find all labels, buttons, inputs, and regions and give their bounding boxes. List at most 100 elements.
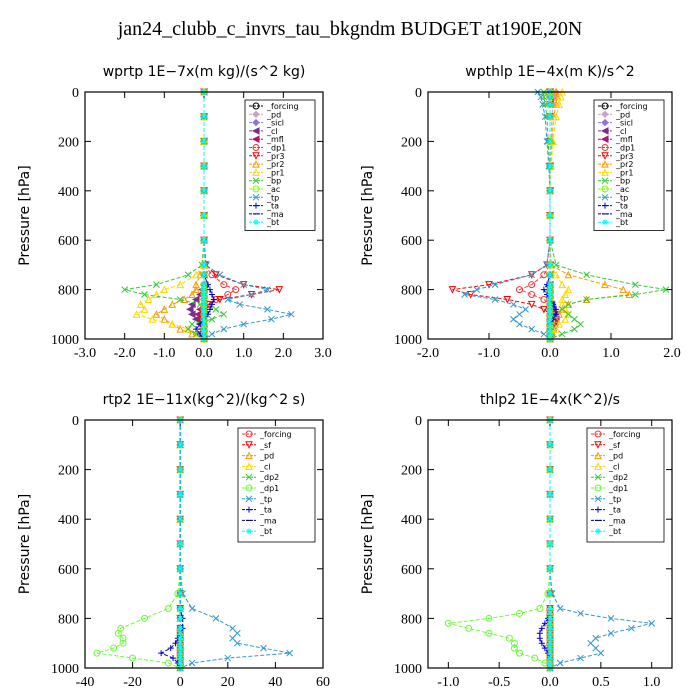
data-point (564, 270, 573, 279)
data-point (547, 466, 553, 473)
legend-marker (600, 127, 609, 135)
data-point (148, 315, 157, 323)
plot-frame (84, 419, 324, 669)
data-point (233, 639, 241, 647)
data-point (177, 625, 184, 632)
y-tick-label: 0 (72, 414, 79, 429)
figure-title: jan24_clubb_c_invrs_tau_bkgndm BUDGET at… (117, 18, 583, 40)
y-tick-label: 800 (401, 284, 422, 299)
data-point (208, 291, 215, 298)
legend-marker (253, 219, 259, 226)
y-tick-label: 1000 (394, 662, 422, 677)
data-point (547, 163, 553, 170)
data-point (485, 629, 493, 637)
y-tick-label: 0 (415, 414, 422, 429)
legend-label: _bp (615, 177, 630, 186)
legend-marker (594, 451, 602, 460)
legend-label: _dp1 (266, 144, 286, 153)
data-point (177, 565, 184, 572)
y-tick-label: 1000 (51, 333, 79, 348)
data-point (177, 541, 184, 547)
legend-marker (595, 506, 601, 513)
legend-marker (601, 110, 609, 119)
data-point (232, 286, 240, 294)
data-point (164, 659, 172, 667)
data-point (224, 291, 232, 299)
y-tick-label: 1000 (51, 662, 79, 677)
data-point (648, 620, 656, 627)
data-point (168, 300, 177, 308)
y-axis-label: Pressure [hPa] (17, 165, 33, 265)
data-point (552, 270, 560, 279)
data-point (491, 296, 499, 303)
data-point (206, 286, 213, 293)
legend-label: _pr1 (266, 168, 284, 177)
data-point (220, 281, 228, 289)
legend: _forcing _sf _pd_cl _dp2 _dp1 _tp _ta_ma _bt (586, 427, 665, 543)
data-point (558, 306, 566, 313)
data-point (153, 281, 160, 289)
data-point (607, 629, 615, 637)
x-tick-label: 20 (221, 675, 235, 690)
y-tick-label: 600 (401, 563, 422, 578)
data-point (540, 93, 548, 101)
data-point (201, 296, 207, 303)
y-tick-label: 0 (415, 86, 422, 101)
data-point (177, 516, 184, 523)
data-point (201, 286, 207, 293)
legend-marker (601, 118, 609, 127)
data-point (547, 326, 553, 333)
y-tick-label: 200 (401, 464, 422, 479)
data-point (547, 610, 553, 617)
data-point (547, 281, 553, 288)
legend-marker (246, 528, 252, 535)
legend-marker (252, 152, 260, 160)
legend-marker (252, 159, 260, 168)
data-point (571, 325, 578, 333)
y-tick-label: 0 (72, 86, 79, 101)
y-tick-label: 200 (58, 464, 79, 479)
data-point (192, 285, 200, 294)
data-point (201, 291, 207, 298)
legend-marker (245, 451, 253, 460)
x-tick-label: -20 (123, 675, 142, 690)
data-point (208, 301, 215, 308)
y-tick-label: 800 (58, 612, 79, 627)
legend-marker (246, 506, 252, 513)
legend-marker (595, 528, 601, 535)
data-point (553, 311, 560, 318)
data-point (168, 320, 177, 328)
data-point (177, 640, 184, 647)
data-point (547, 271, 553, 278)
data-point (510, 301, 517, 308)
x-tick-label: 40 (268, 675, 282, 690)
legend-marker (594, 462, 602, 470)
data-point (201, 301, 207, 308)
y-tick-label: 400 (58, 185, 79, 200)
data-point (110, 644, 118, 652)
data-point (538, 640, 545, 647)
data-point (167, 645, 174, 652)
data-point (176, 325, 185, 333)
data-point (561, 290, 570, 299)
data-point (547, 286, 553, 293)
y-tick-label: 400 (58, 513, 79, 528)
data-point (547, 541, 553, 547)
x-tick-label: 1.0 (235, 346, 253, 361)
legend-marker (601, 144, 609, 151)
legend-label: _cl (615, 127, 627, 136)
legend-marker (245, 441, 253, 449)
data-point (184, 325, 192, 333)
data-point (185, 305, 194, 314)
data-point (547, 212, 553, 219)
x-tick-label: 60 (316, 675, 330, 690)
data-point (577, 654, 584, 662)
legend-marker (594, 495, 602, 503)
data-point (141, 291, 148, 298)
series-line-pr2 (155, 92, 205, 340)
data-point (240, 320, 248, 328)
legend-label: _sf (259, 441, 271, 450)
data-point (164, 604, 172, 612)
data-point (528, 281, 536, 289)
x-tick-label: 0.0 (195, 346, 213, 361)
